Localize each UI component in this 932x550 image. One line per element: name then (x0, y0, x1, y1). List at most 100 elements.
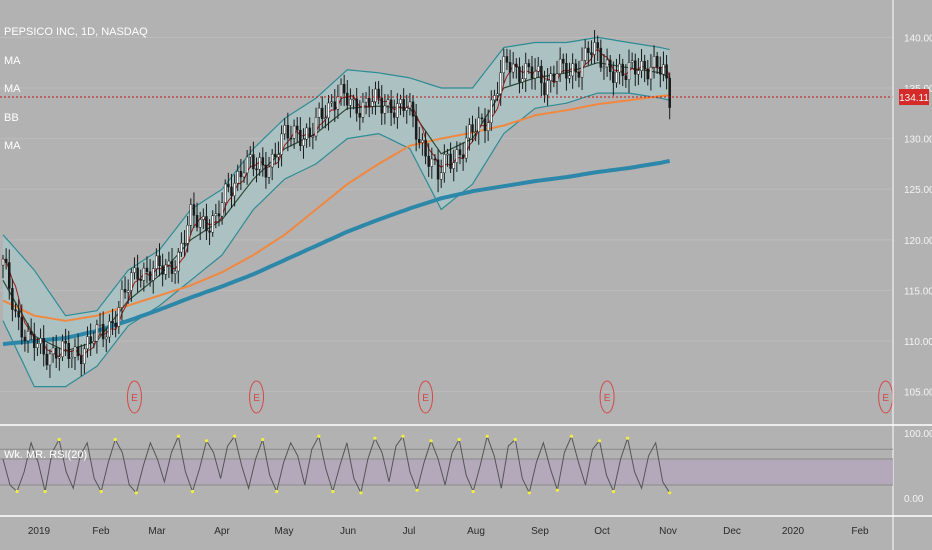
earnings-marker: E (418, 380, 434, 414)
candle (258, 157, 261, 170)
candle (665, 64, 668, 79)
candle (612, 71, 615, 83)
candle (621, 63, 624, 76)
candle (511, 63, 515, 73)
candle (76, 346, 80, 357)
rsi-extreme-point (555, 488, 560, 492)
rsi-extreme-point (569, 434, 574, 438)
candle (1, 258, 5, 266)
candle (333, 101, 337, 110)
legend-ma-2[interactable]: MA (4, 83, 21, 95)
candle (474, 131, 477, 134)
time-tick-label: Jun (340, 526, 356, 537)
candle (223, 183, 227, 204)
candle (505, 56, 509, 63)
candle (101, 324, 105, 340)
price-tick-label: 110.00 (904, 337, 932, 348)
legend-bb[interactable]: BB (4, 112, 19, 124)
candle (446, 153, 449, 156)
price-tick-label: 120.00 (904, 236, 932, 247)
rsi-extreme-point (471, 489, 475, 494)
candle (464, 137, 468, 159)
time-tick-label: May (275, 526, 294, 537)
candle (577, 71, 581, 78)
candle (630, 60, 634, 63)
time-axis[interactable]: 2019 Feb Mar Apr May Jun Jul Aug Sep Oct Nov Dec 202… (28, 526, 869, 537)
candle (136, 267, 139, 280)
candle (217, 213, 221, 217)
candle (336, 96, 340, 110)
time-tick-label: Aug (467, 526, 485, 537)
candle (214, 213, 218, 217)
candle (443, 154, 446, 173)
candle (411, 101, 415, 117)
candle (145, 267, 149, 273)
candle (358, 112, 362, 118)
candle (518, 66, 521, 83)
candle (649, 66, 653, 80)
candle (167, 260, 171, 266)
candle (558, 58, 562, 74)
candle (602, 66, 606, 69)
candle (393, 112, 396, 118)
candle (383, 105, 387, 114)
candle (302, 139, 305, 146)
candle (483, 118, 487, 131)
candle (23, 336, 27, 342)
rsi-extreme-point (15, 489, 19, 494)
candle (142, 267, 146, 281)
candle (352, 98, 355, 101)
candle (515, 63, 518, 68)
time-tick-label: Oct (594, 526, 610, 537)
candle (108, 321, 111, 338)
chart-title: PEPSICO INC, 1D, NASDAQ (4, 26, 148, 38)
candle (496, 93, 499, 96)
rsi-extreme-point (176, 434, 181, 438)
candle (342, 84, 346, 94)
candle (324, 117, 327, 120)
candle (67, 343, 70, 359)
candle (436, 159, 440, 180)
earnings-marker: E (599, 380, 615, 414)
candle (571, 63, 574, 77)
candle (367, 98, 371, 107)
candle (643, 60, 646, 70)
candle (327, 102, 330, 119)
candle (640, 60, 643, 71)
candle (58, 356, 61, 359)
candle (311, 135, 315, 138)
candle (292, 125, 296, 139)
legend-ma-1[interactable]: MA (4, 55, 21, 67)
candle (480, 117, 484, 120)
candle (261, 157, 265, 166)
candle (264, 164, 268, 178)
candle (662, 64, 665, 75)
candle (424, 139, 427, 157)
candle (399, 99, 402, 104)
candle (170, 260, 174, 274)
candle (105, 336, 108, 340)
candle (314, 117, 318, 137)
rsi-extreme-point (134, 491, 138, 495)
rsi-extreme-point (232, 434, 237, 438)
ma-long-line (2, 158, 671, 347)
rsi-extreme-point (204, 439, 209, 443)
candle (439, 172, 443, 180)
price-tick-label: 115.00 (904, 286, 932, 297)
candle (70, 356, 74, 359)
earnings-label: E (131, 393, 138, 404)
candle (655, 56, 659, 68)
candle (29, 330, 33, 335)
rsi-band (0, 459, 893, 485)
candle (89, 336, 92, 344)
legend-ma-3[interactable]: MA (4, 140, 21, 152)
candle (242, 172, 246, 178)
candle (533, 71, 537, 79)
candle (634, 60, 637, 75)
candle (355, 98, 358, 114)
candle (389, 99, 393, 114)
candle (339, 84, 343, 97)
rsi-label[interactable]: Wk. MR. RSI(20) (4, 449, 87, 461)
